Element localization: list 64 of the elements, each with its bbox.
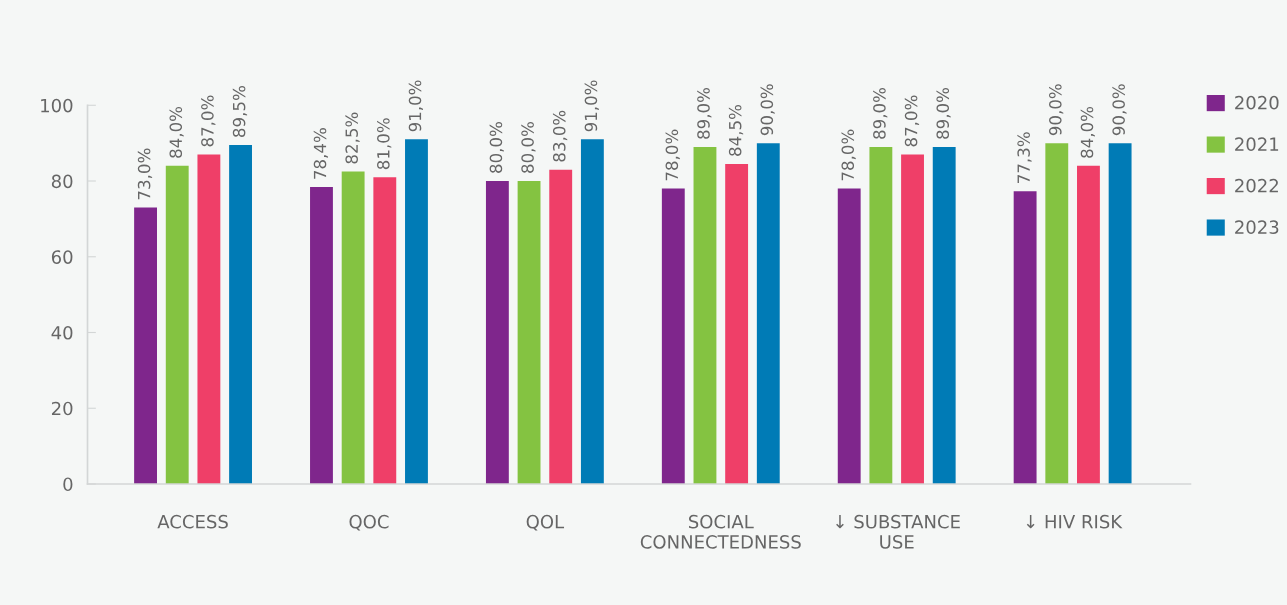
data-label: 84,0%	[1080, 106, 1095, 158]
bar	[134, 207, 157, 484]
data-label: 77,3%	[1017, 132, 1032, 183]
x-tick-label: ACCESS	[157, 514, 228, 529]
bar	[580, 139, 604, 484]
bar	[1108, 143, 1132, 484]
data-label: 89,5%	[232, 86, 248, 137]
y-tick-label: 40	[51, 325, 73, 340]
data-label: 89,0%	[873, 87, 888, 139]
x-tick-label: ↓ SUBSTANCE USE	[836, 514, 960, 549]
legend-label: 2022	[1235, 178, 1278, 193]
bar	[405, 139, 428, 484]
y-tick-label: 80	[51, 174, 73, 189]
legend-label: 2023	[1235, 220, 1279, 234]
x-tick-label: ↓ HIV RISK	[1026, 514, 1123, 529]
data-label: 90,0%	[1049, 84, 1064, 136]
data-label: 90,0%	[1112, 84, 1127, 136]
data-label: 83,0%	[552, 110, 568, 162]
bar	[165, 165, 189, 484]
bar	[932, 146, 956, 484]
data-label: 89,0%	[936, 87, 951, 139]
y-tick-label: 100	[41, 98, 73, 113]
bar	[869, 146, 893, 484]
data-label: 87,0%	[201, 95, 216, 147]
data-label: 78,4%	[313, 128, 329, 179]
data-label: 81,0%	[377, 118, 392, 170]
bar	[549, 169, 573, 484]
data-label: 90,0%	[760, 84, 775, 136]
x-tick-label: SOCIAL CONNECTEDNESS	[640, 514, 801, 549]
y-tick-label: 60	[51, 250, 73, 264]
bar	[1045, 143, 1069, 484]
bar	[310, 187, 333, 484]
data-label: 91,0%	[584, 80, 599, 132]
bar	[661, 188, 685, 484]
y-tick-label: 20	[51, 401, 73, 416]
bar	[229, 145, 252, 484]
data-label: 78,0%	[841, 129, 856, 181]
data-label: 89,0%	[697, 87, 712, 139]
data-label: 73,0%	[137, 148, 153, 200]
bar	[725, 163, 749, 484]
data-label: 87,0%	[904, 95, 920, 147]
legend-label: 2021	[1235, 137, 1279, 152]
bar	[373, 177, 397, 484]
bar	[197, 154, 221, 484]
bar	[901, 154, 924, 484]
data-label: 84,5%	[728, 105, 744, 156]
y-tick-label: 0	[63, 477, 73, 492]
bar	[837, 188, 861, 484]
legend-label: 2020	[1235, 95, 1279, 110]
bar	[1013, 191, 1037, 484]
data-label: 82,5%	[345, 112, 360, 164]
bar	[485, 181, 509, 484]
data-label: 84,0%	[169, 106, 184, 158]
data-label: 80,0%	[489, 122, 504, 173]
data-label: 80,0%	[521, 122, 536, 173]
x-tick-label: QOC	[349, 514, 389, 531]
x-tick-label: QOL	[526, 514, 565, 531]
data-label: 78,0%	[665, 129, 680, 181]
bar	[693, 146, 717, 484]
bar	[756, 143, 780, 484]
data-label: 91,0%	[408, 80, 424, 132]
bar	[341, 171, 365, 484]
bar	[1077, 165, 1100, 484]
bar	[517, 181, 541, 484]
